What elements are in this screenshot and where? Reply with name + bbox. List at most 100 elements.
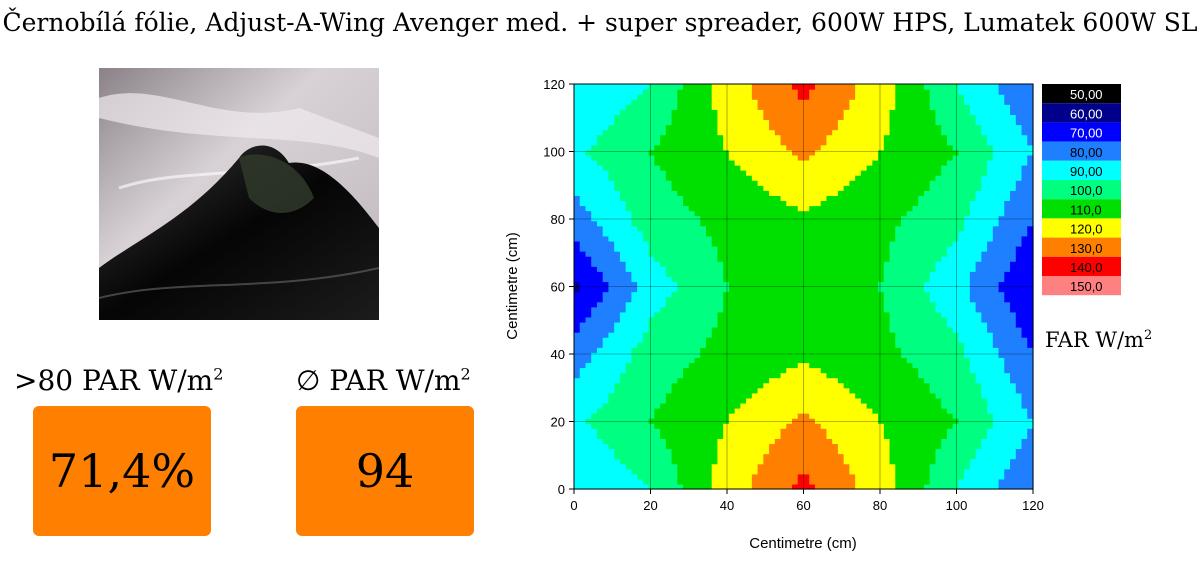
contour-cell xyxy=(855,377,862,384)
contour-cell xyxy=(792,433,799,439)
contour-cell xyxy=(728,159,736,166)
contour-cell xyxy=(619,185,627,191)
contour-cell xyxy=(809,402,816,409)
contour-cell xyxy=(906,170,914,176)
contour-cell xyxy=(769,165,776,171)
contour-cell xyxy=(694,205,701,212)
contour-cell xyxy=(786,235,793,242)
contour-cell xyxy=(923,382,931,389)
contour-cell xyxy=(700,428,707,434)
contour-cell xyxy=(671,392,678,399)
contour-cell xyxy=(895,139,902,146)
contour-cell xyxy=(757,296,764,303)
contour-cell xyxy=(694,458,701,465)
contour-cell xyxy=(619,311,627,318)
contour-cell xyxy=(660,99,667,105)
contour-cell xyxy=(855,402,862,409)
contour-cell xyxy=(637,372,644,379)
contour-cell xyxy=(717,296,724,303)
contour-cell xyxy=(677,397,684,404)
contour-cell xyxy=(648,377,655,384)
contour-cell xyxy=(602,230,610,237)
contour-cell xyxy=(906,225,914,232)
contour-cell xyxy=(774,291,782,298)
contour-cell xyxy=(912,367,919,374)
contour-cell xyxy=(837,291,845,298)
contour-cell xyxy=(780,387,787,394)
contour-cell xyxy=(579,200,587,207)
contour-cell xyxy=(792,225,799,232)
contour-cell xyxy=(723,84,730,90)
contour-cell xyxy=(901,195,908,202)
contour-cell xyxy=(837,271,845,277)
contour-cell xyxy=(866,175,873,181)
contour-cell xyxy=(602,448,610,455)
contour-cell xyxy=(746,402,753,409)
contour-cell xyxy=(895,281,902,288)
contour-cell xyxy=(671,316,678,323)
contour-cell xyxy=(631,362,638,369)
contour-cell xyxy=(688,175,696,181)
contour-cell xyxy=(619,377,627,384)
contour-cell xyxy=(797,352,805,358)
contour-cell xyxy=(912,311,919,318)
contour-cell xyxy=(923,99,931,105)
contour-cell xyxy=(642,190,650,196)
contour-cell xyxy=(786,478,793,485)
contour-cell xyxy=(751,205,759,212)
contour-cell xyxy=(734,210,741,217)
contour-cell xyxy=(723,316,730,323)
contour-cell xyxy=(614,337,621,343)
contour-cell xyxy=(717,428,724,434)
contour-cell xyxy=(608,311,615,318)
contour-cell xyxy=(677,433,684,439)
contour-cell xyxy=(671,256,678,262)
contour-cell xyxy=(677,316,684,323)
contour-cell xyxy=(637,281,644,288)
contour-cell xyxy=(855,286,862,293)
contour-cell xyxy=(912,114,919,121)
contour-cell xyxy=(820,327,828,333)
contour-cell xyxy=(574,205,581,212)
contour-cell xyxy=(797,271,805,277)
contour-cell xyxy=(883,180,891,186)
contour-cell xyxy=(849,104,856,110)
contour-cell xyxy=(792,321,799,328)
contour-cell xyxy=(797,149,805,156)
contour-cell xyxy=(723,357,730,364)
contour-cell xyxy=(912,144,919,151)
contour-cell xyxy=(912,342,919,348)
contour-cell xyxy=(711,443,719,450)
contour-cell xyxy=(855,352,862,358)
contour-cell xyxy=(866,478,873,485)
contour-cell xyxy=(648,109,655,115)
contour-cell xyxy=(889,235,896,242)
contour-cell xyxy=(912,296,919,303)
contour-cell xyxy=(671,463,678,470)
contour-cell xyxy=(901,159,908,166)
contour-cell xyxy=(705,200,713,207)
contour-cell xyxy=(619,382,627,389)
contour-cell xyxy=(579,195,587,202)
contour-cell xyxy=(889,195,896,202)
contour-cell xyxy=(694,428,701,434)
contour-cell xyxy=(631,89,638,95)
contour-cell xyxy=(734,205,741,212)
contour-cell xyxy=(723,210,730,217)
contour-cell xyxy=(579,170,587,176)
contour-cell xyxy=(792,119,799,126)
contour-cell xyxy=(855,89,862,95)
contour-cell xyxy=(688,144,696,151)
contour-cell xyxy=(660,478,667,485)
contour-cell xyxy=(923,332,931,338)
contour-cell xyxy=(866,240,873,247)
contour-cell xyxy=(574,266,581,272)
contour-cell xyxy=(608,428,615,434)
contour-cell xyxy=(860,240,868,247)
contour-cell xyxy=(826,418,833,424)
contour-cell xyxy=(677,468,684,475)
contour-cell xyxy=(906,180,914,186)
contour-cell xyxy=(803,235,810,242)
contour-cell xyxy=(797,448,805,455)
contour-cell xyxy=(602,180,610,186)
